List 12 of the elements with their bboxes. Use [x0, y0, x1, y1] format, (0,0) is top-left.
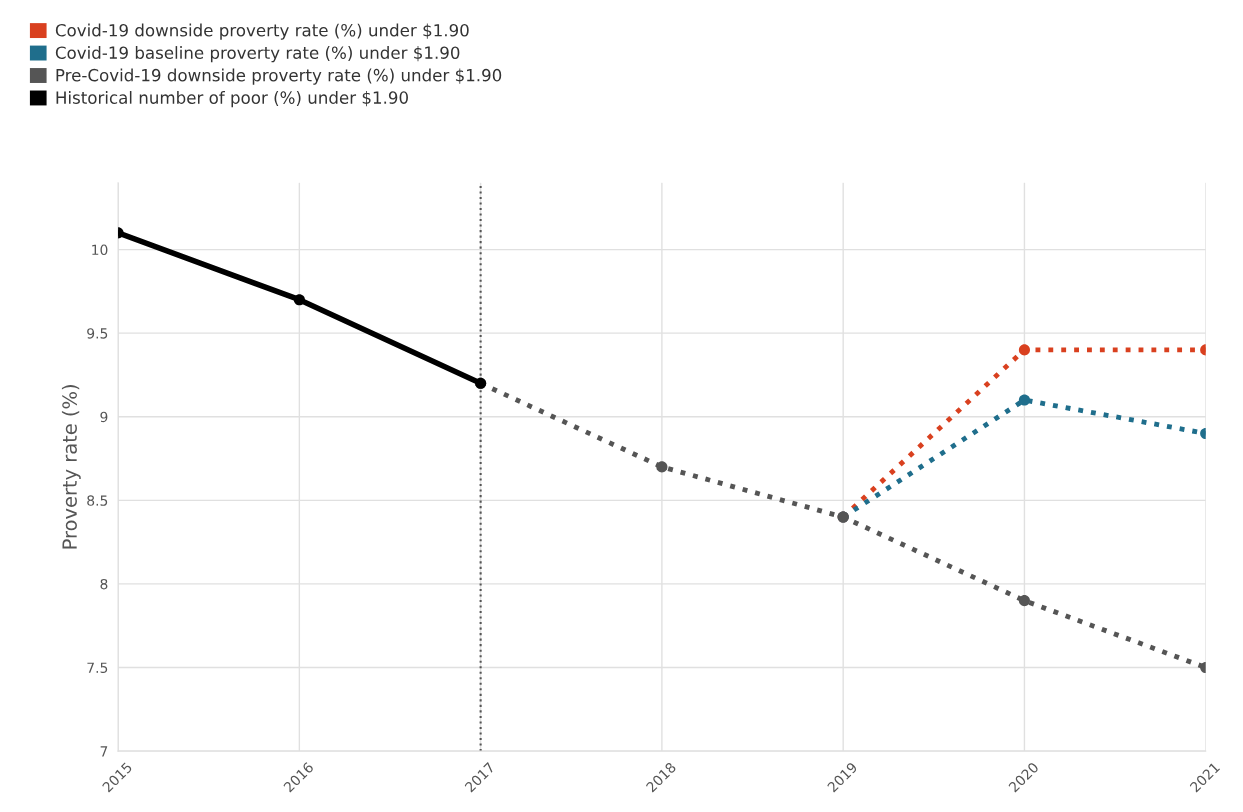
y-tick-label: 7.5 — [87, 662, 108, 673]
y-tick-label: 7 — [100, 746, 108, 757]
y-tick-label: 10 — [92, 244, 108, 256]
y-tick-label: 8.5 — [87, 495, 108, 506]
legend-label: Covid-19 downside proverty rate (%) under $1.90 — [55, 23, 469, 40]
y-axis-title: Proverty rate (%) — [61, 385, 81, 549]
y-tick-label: 8 — [100, 578, 108, 590]
legend-label: Covid-19 baseline proverty rate (%) under $1.90 — [55, 46, 460, 63]
legend-label: Historical number of poor (%) under $1.90 — [56, 91, 408, 108]
y-tick-label: 9.5 — [87, 328, 108, 339]
legend-label: Pre-Covid-19 downside proverty rate (%) under $1.90 — [56, 68, 502, 85]
y-tick-label: 9 — [100, 411, 108, 423]
